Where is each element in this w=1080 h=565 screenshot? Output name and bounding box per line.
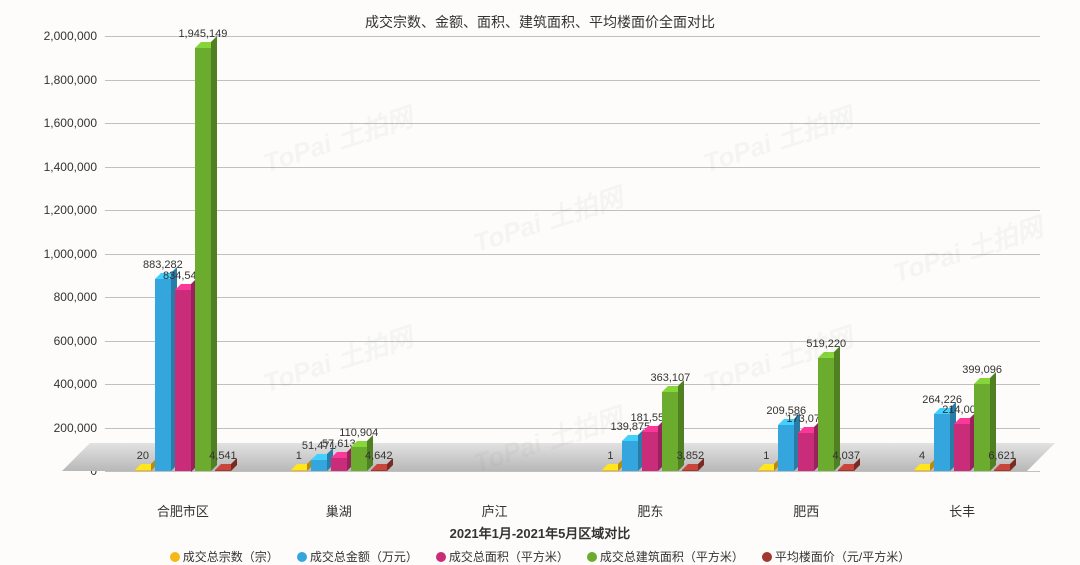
legend-item: 成交总金额（万元）: [297, 548, 418, 565]
legend-item: 成交总宗数（宗）: [170, 548, 279, 565]
bar: 57,613: [331, 458, 347, 471]
legend-swatch: [436, 552, 446, 562]
bar-value-label: 1,945,149: [178, 28, 227, 40]
bar-value-label: 4: [919, 450, 925, 462]
legend-label: 成交总金额（万元）: [310, 548, 418, 565]
grid-line: [105, 471, 1040, 472]
bar: 1,945,149: [195, 48, 211, 471]
bar-value-label: 110,904: [339, 427, 378, 439]
legend-item: 成交总面积（平方米）: [436, 548, 569, 565]
bar-value-label: 519,220: [806, 338, 846, 350]
chart-title: 成交宗数、金额、面积、建筑面积、平均楼面价全面对比: [20, 12, 1060, 32]
grid-line: [105, 341, 1040, 342]
y-tick-label: 1,200,000: [44, 203, 105, 217]
legend-label: 成交总面积（平方米）: [449, 548, 569, 565]
legend-item: 成交总建筑面积（平方米）: [587, 548, 744, 565]
grid-line: [105, 254, 1040, 255]
legend-label: 成交总建筑面积（平方米）: [600, 548, 744, 565]
bar: 173,073: [798, 433, 814, 471]
legend-label: 平均楼面价（元/平方米）: [775, 548, 910, 565]
bar-value-label: 20: [137, 450, 149, 462]
legend-swatch: [762, 552, 772, 562]
bar: 209,586: [778, 425, 794, 471]
grid-line: [105, 210, 1040, 211]
legend-swatch: [170, 552, 180, 562]
bar: 1: [758, 470, 774, 471]
bar-value-label: 399,096: [962, 364, 1002, 376]
grid-line: [105, 297, 1040, 298]
category-label: 肥西: [793, 501, 819, 520]
bar-group: 庐江: [447, 36, 543, 471]
bar-value-label: 4,037: [832, 450, 860, 462]
category-label: 长丰: [949, 501, 975, 520]
legend-swatch: [587, 552, 597, 562]
y-tick-label: 1,600,000: [44, 116, 105, 130]
bar-value-label: 1: [763, 450, 769, 462]
category-label: 庐江: [482, 501, 508, 520]
bar: 20: [135, 470, 151, 471]
bar: 264,226: [934, 414, 950, 471]
legend-label: 成交总宗数（宗）: [183, 548, 279, 565]
bar: 6,621: [994, 470, 1010, 471]
bar-value-label: 1: [607, 450, 613, 462]
grid-line: [105, 36, 1040, 37]
grid-line: [105, 384, 1040, 385]
bar: 3,852: [682, 470, 698, 471]
y-tick-label: 800,000: [54, 290, 105, 304]
bar: 883,282: [155, 279, 171, 471]
bar: 214,007: [954, 424, 970, 471]
y-tick-label: 1,800,000: [44, 73, 105, 87]
bar-value-label: 4,541: [209, 450, 237, 462]
bar: 51,471: [311, 460, 327, 471]
bar: 1: [602, 470, 618, 471]
category-label: 肥东: [637, 501, 663, 520]
legend: 成交总宗数（宗） 成交总金额（万元） 成交总面积（平方米） 成交总建筑面积（平方米） 平…: [20, 548, 1060, 565]
bar: 181,553: [642, 432, 658, 471]
y-tick-label: 200,000: [54, 421, 105, 435]
grid-line: [105, 80, 1040, 81]
y-tick-label: 400,000: [54, 377, 105, 391]
grid-line: [105, 123, 1040, 124]
plot-area: 0200,000400,000600,000800,0001,000,0001,…: [105, 36, 1040, 471]
grid-line: [105, 428, 1040, 429]
bar-group: 合肥市区20883,282834,5411,945,1494,541: [135, 36, 231, 471]
bar: 4,642: [371, 470, 387, 471]
y-tick-label: 2,000,000: [44, 29, 105, 43]
bar: 4,037: [838, 470, 854, 471]
bar: 4: [914, 470, 930, 471]
y-tick-label: 1,400,000: [44, 160, 105, 174]
bar-value-label: 1: [296, 450, 302, 462]
grid-line: [105, 167, 1040, 168]
bar-group: 长丰4264,226214,007399,0966,621: [914, 36, 1010, 471]
bar-value-label: 4,642: [365, 450, 393, 462]
bar: 834,541: [175, 290, 191, 472]
legend-swatch: [297, 552, 307, 562]
bar-value-label: 6,621: [988, 450, 1016, 462]
category-label: 合肥市区: [157, 501, 209, 520]
bar: 4,541: [215, 470, 231, 471]
bar-group: 巢湖151,47157,613110,9044,642: [291, 36, 387, 471]
bar-value-label: 3,852: [677, 450, 705, 462]
bar-value-label: 363,107: [651, 372, 691, 384]
bar-group: 肥西1209,586173,073519,2204,037: [758, 36, 854, 471]
y-tick-label: 600,000: [54, 334, 105, 348]
chart-container: 成交宗数、金额、面积、建筑面积、平均楼面价全面对比 0200,000400,00…: [0, 0, 1080, 564]
bar-group: 肥东1139,875181,553363,1073,852: [602, 36, 698, 471]
bar: 1: [291, 470, 307, 471]
y-tick-label: 1,000,000: [44, 247, 105, 261]
category-label: 巢湖: [326, 501, 352, 520]
legend-item: 平均楼面价（元/平方米）: [762, 548, 910, 565]
bar: 139,875: [622, 441, 638, 471]
x-axis-title: 2021年1月-2021年5月区域对比: [20, 523, 1060, 542]
